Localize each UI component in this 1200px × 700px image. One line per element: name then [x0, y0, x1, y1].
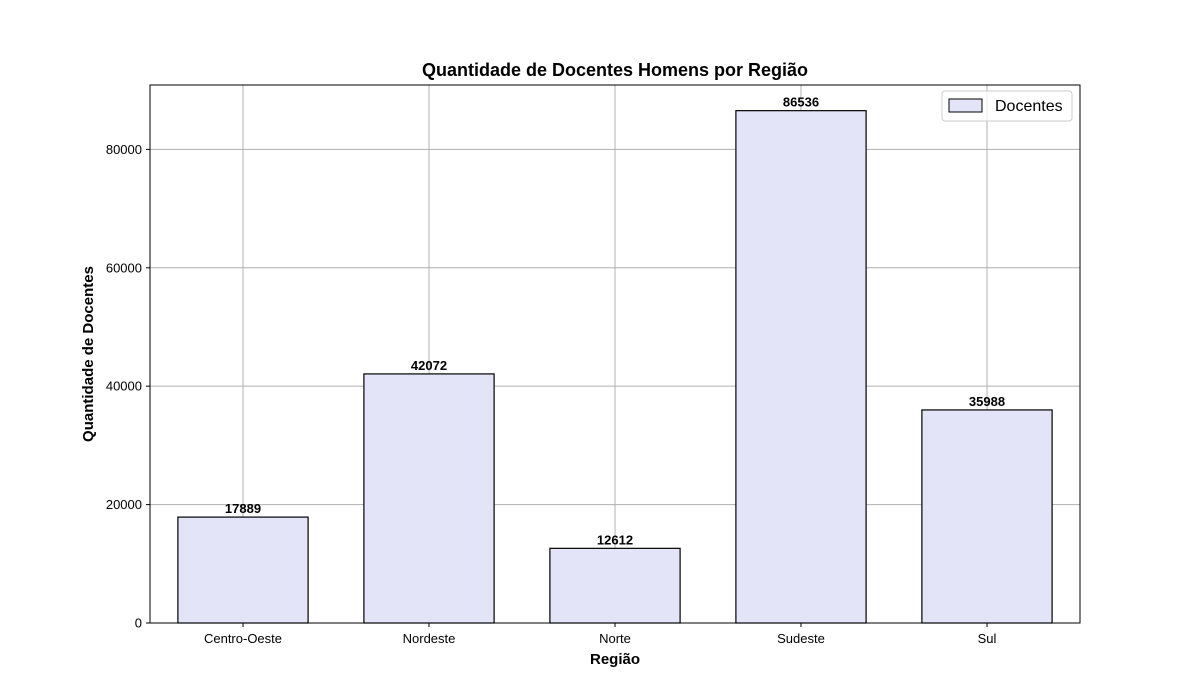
bar — [177, 516, 309, 624]
y-axis-label: Quantidade de Docentes — [80, 266, 97, 442]
x-tick-label: Centro-Oeste — [204, 631, 282, 646]
y-tick-label: 20000 — [106, 497, 142, 512]
x-tick-label: Sul — [978, 631, 997, 646]
x-axis-label: Região — [590, 651, 640, 668]
y-tick-label: 40000 — [106, 379, 142, 394]
y-tick-label: 60000 — [106, 260, 142, 275]
data-label: 12612 — [597, 532, 633, 547]
x-tick-label: Sudeste — [777, 631, 825, 646]
x-axis-ticks: Centro-Oeste Nordeste Norte Sudeste Sul — [204, 623, 997, 646]
y-tick-label: 0 — [135, 616, 142, 631]
bar — [921, 409, 1053, 624]
data-label: 86536 — [783, 95, 819, 110]
chart-title: Quantidade de Docentes Homens por Região — [422, 60, 808, 80]
x-tick-label: Nordeste — [403, 631, 456, 646]
bar — [363, 373, 495, 624]
x-tick-label: Norte — [599, 631, 631, 646]
data-labels: 17889 42072 12612 86536 35988 — [225, 95, 1005, 548]
data-label: 42072 — [411, 358, 447, 373]
y-axis-ticks: 0 20000 40000 60000 80000 — [106, 142, 150, 631]
y-tick-label: 80000 — [106, 142, 142, 157]
legend: Docentes — [941, 90, 1073, 122]
data-label: 35988 — [969, 394, 1005, 409]
bar — [549, 547, 681, 624]
data-label: 17889 — [225, 501, 261, 516]
bar — [735, 110, 867, 624]
legend-swatch — [948, 98, 983, 113]
legend-label: Docentes — [995, 98, 1063, 115]
